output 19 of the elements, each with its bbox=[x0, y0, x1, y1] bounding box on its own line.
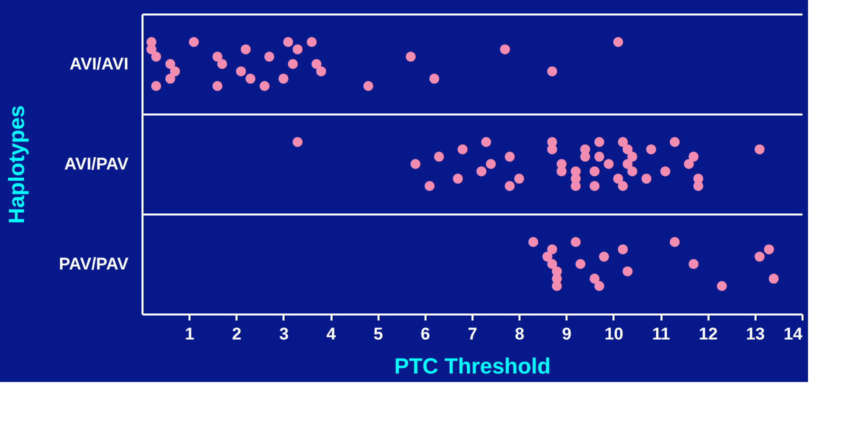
y-axis-title: Haplotypes bbox=[4, 105, 29, 224]
y-tick-label: AVI/PAV bbox=[64, 154, 130, 174]
x-tick-label: 4 bbox=[326, 324, 336, 344]
x-tick-label: 12 bbox=[698, 324, 718, 344]
x-tick-label: 2 bbox=[232, 324, 242, 344]
x-tick-label: 13 bbox=[746, 324, 765, 344]
x-tick-label: 9 bbox=[562, 324, 572, 344]
x-tick-label: 8 bbox=[514, 324, 524, 344]
x-tick-label: 14 bbox=[784, 324, 804, 344]
x-tick-label: 11 bbox=[652, 324, 670, 344]
y-tick-label: PAV/PAV bbox=[58, 254, 130, 274]
x-axis-title: PTC Threshold bbox=[394, 354, 551, 378]
x-tick-label: 1 bbox=[184, 324, 194, 344]
x-tick-label: 5 bbox=[373, 324, 383, 344]
x-tick-label: 10 bbox=[604, 324, 624, 344]
y-tick-label: AVI/AVI bbox=[70, 54, 128, 74]
x-tick-label: 6 bbox=[420, 324, 430, 344]
x-tick-label: 7 bbox=[468, 324, 478, 344]
x-tick-label: 3 bbox=[279, 324, 289, 344]
